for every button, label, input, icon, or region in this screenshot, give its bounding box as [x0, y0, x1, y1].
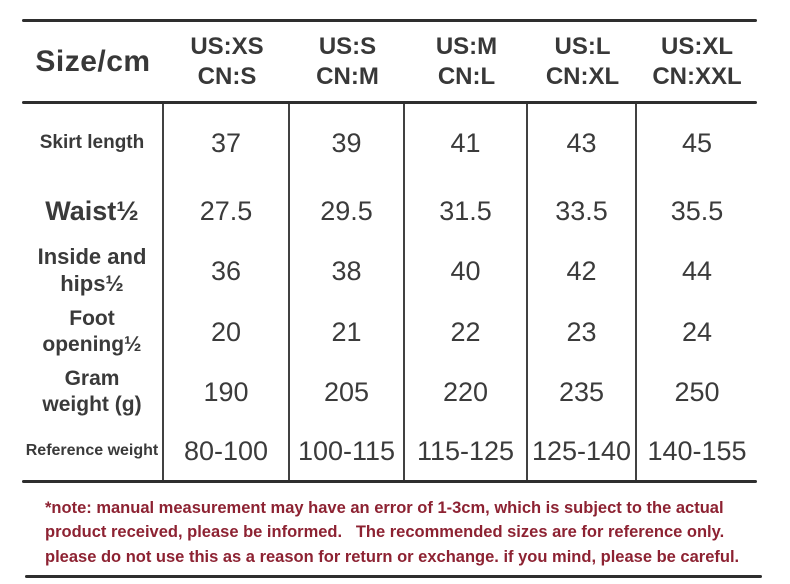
table-cell: 45 [681, 127, 713, 158]
table-cell: 38 [290, 240, 405, 302]
table-cell: 40 [405, 240, 528, 302]
table-cell: 23 [528, 302, 637, 362]
table-cell: 140-155 [647, 435, 747, 466]
size-header-xl: US:XL CN:XXL [637, 22, 757, 101]
corner-label: Size/cm [35, 44, 151, 78]
table-cell: 220 [405, 362, 528, 422]
table-cell: 80-100 [164, 422, 290, 480]
row-label-text: hips½ [60, 271, 124, 296]
table-cell: 115-125 [405, 422, 528, 480]
row-label-text: Reference weight [25, 442, 159, 459]
row-label-text: weight (g) [42, 393, 142, 416]
table-cell: 31.5 [405, 182, 528, 240]
size-header-s: US:S CN:M [290, 22, 405, 101]
table-cell: 235 [528, 362, 637, 422]
row-label-text: Skirt length [39, 132, 145, 153]
row-label-text: Waist½ [45, 195, 139, 226]
table-cell: 205 [290, 362, 405, 422]
table-cell: 44 [681, 255, 713, 286]
row-label-reference-weight: Reference weight [22, 422, 164, 480]
header-divider-rule [22, 101, 757, 104]
size-chart-header-row: Size/cm US:XS CN:S US:S CN:M US:M CN:L U… [22, 22, 757, 101]
table-bottom-rule [22, 480, 757, 483]
table-cell: 42 [528, 240, 637, 302]
us-size-label: US:M [435, 32, 498, 60]
table-cell: 35.5 [670, 195, 724, 226]
table-cell: 36 [164, 240, 290, 302]
table-cell: 27.5 [164, 182, 290, 240]
row-label-text: opening½ [42, 333, 142, 356]
measurement-note: *note: manual measurement may have an er… [45, 499, 740, 566]
table-cell: 20 [164, 302, 290, 362]
table-cell: 22 [405, 302, 528, 362]
row-label-inside-hips: Inside and hips½ [22, 240, 164, 302]
top-rule [22, 19, 757, 22]
us-size-label: US:XS [190, 32, 264, 60]
size-header-l: US:L CN:XL [528, 22, 637, 101]
table-cell: 37 [164, 104, 290, 182]
row-label-text: Foot [69, 306, 115, 330]
table-cell: 250 [674, 376, 720, 407]
row-label-text: Inside and [37, 244, 147, 270]
cn-size-label: CN:XL [545, 62, 620, 90]
footer-rule [25, 575, 762, 579]
row-label-skirt-length: Skirt length [22, 104, 164, 182]
cn-size-label: CN:S [197, 62, 257, 90]
table-cell: 33.5 [528, 182, 637, 240]
cn-size-label: CN:XXL [652, 62, 742, 90]
row-label-foot-opening: Foot opening½ [22, 302, 164, 362]
table-cell: 29.5 [290, 182, 405, 240]
row-label-waist: Waist½ [22, 182, 164, 240]
row-label-gram-weight: Gram weight (g) [22, 362, 164, 422]
row-label-text: Gram [64, 366, 120, 390]
table-cell: 43 [528, 104, 637, 182]
cn-size-label: CN:L [437, 62, 496, 90]
us-size-label: US:L [554, 32, 611, 60]
us-size-label: US:XL [661, 32, 733, 60]
table-cell: 24 [681, 316, 713, 347]
size-chart: Size/cm US:XS CN:S US:S CN:M US:M CN:L U… [22, 19, 762, 579]
size-chart-body: Skirt length 37 39 41 43 45 Waist½ 27.5 … [22, 104, 757, 480]
cn-size-label: CN:M [316, 62, 379, 90]
size-header-xs: US:XS CN:S [164, 22, 290, 101]
table-cell: 21 [290, 302, 405, 362]
us-size-label: US:S [318, 32, 377, 60]
table-cell: 100-115 [290, 422, 405, 480]
size-header-m: US:M CN:L [405, 22, 528, 101]
table-cell: 125-140 [528, 422, 637, 480]
table-cell: 41 [405, 104, 528, 182]
table-cell: 39 [290, 104, 405, 182]
table-cell: 190 [164, 362, 290, 422]
